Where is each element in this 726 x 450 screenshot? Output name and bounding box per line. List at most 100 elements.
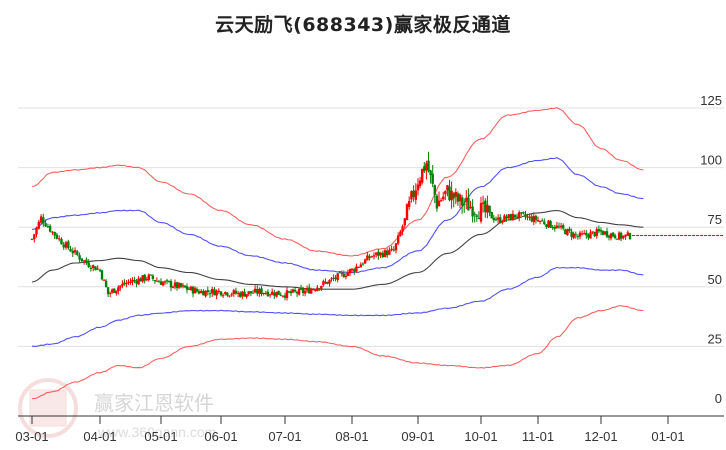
candle xyxy=(394,243,398,251)
candle xyxy=(486,204,489,213)
candle xyxy=(46,226,50,228)
candle xyxy=(458,194,462,202)
candle xyxy=(183,285,187,288)
candle xyxy=(603,231,607,235)
candle xyxy=(279,294,282,296)
candle xyxy=(414,190,417,200)
candle xyxy=(127,281,130,283)
candle xyxy=(314,289,317,291)
candle xyxy=(342,273,345,278)
candle xyxy=(48,225,52,232)
candle xyxy=(416,184,420,191)
candle xyxy=(100,270,104,280)
candle xyxy=(465,197,468,202)
y-tick-label: 25 xyxy=(708,331,722,346)
band-inner_upper xyxy=(31,157,644,274)
candle xyxy=(619,232,623,239)
candle xyxy=(64,242,68,248)
candle xyxy=(338,272,341,274)
candle xyxy=(392,249,395,251)
candle xyxy=(368,256,371,259)
candle xyxy=(509,214,512,220)
candle xyxy=(524,214,527,218)
candle xyxy=(76,251,79,255)
candle xyxy=(143,274,146,281)
candle xyxy=(219,291,223,296)
candle xyxy=(526,216,529,218)
candle xyxy=(153,280,157,282)
candle xyxy=(613,235,617,238)
candle xyxy=(55,234,59,239)
candle xyxy=(135,280,138,284)
candle xyxy=(503,215,506,222)
y-tick-label: 125 xyxy=(700,93,722,108)
candle xyxy=(421,168,424,183)
candle xyxy=(155,280,159,282)
candle xyxy=(543,221,546,225)
candle xyxy=(366,255,369,261)
candle xyxy=(566,229,569,236)
y-tick-label: 50 xyxy=(708,272,722,287)
candle xyxy=(475,215,478,217)
candle xyxy=(258,289,261,294)
x-tick-label: 06-01 xyxy=(204,429,237,444)
candle xyxy=(549,221,552,228)
candle xyxy=(361,263,365,265)
candle xyxy=(377,251,380,257)
candle xyxy=(469,206,472,208)
candles xyxy=(30,151,632,301)
candle xyxy=(316,287,319,291)
candle xyxy=(536,220,540,222)
candle xyxy=(320,285,323,289)
candle xyxy=(303,291,307,294)
candle xyxy=(397,235,400,244)
candle xyxy=(94,266,97,271)
candle xyxy=(576,236,580,238)
y-tick-label: 75 xyxy=(708,212,722,227)
candle xyxy=(139,278,142,282)
candle xyxy=(310,289,313,294)
x-tick-label: 01-01 xyxy=(651,429,684,444)
candle xyxy=(386,250,389,256)
candle xyxy=(538,221,542,222)
y-tick-label: 100 xyxy=(700,153,722,168)
band-outer_lower xyxy=(31,305,644,400)
candle xyxy=(326,281,329,284)
candle xyxy=(439,200,443,202)
candle xyxy=(350,268,354,271)
candle xyxy=(541,220,544,222)
candle xyxy=(427,160,430,172)
candle xyxy=(169,281,173,288)
candle xyxy=(364,259,367,264)
candle xyxy=(221,295,225,297)
candle xyxy=(383,250,387,257)
candle xyxy=(467,197,470,211)
candle xyxy=(473,213,476,215)
candle xyxy=(217,290,220,292)
candle xyxy=(249,291,253,294)
candle xyxy=(555,225,559,228)
candle xyxy=(583,233,586,235)
candle xyxy=(189,286,193,290)
candle xyxy=(145,279,148,281)
candle xyxy=(159,281,163,285)
candle xyxy=(423,166,426,172)
candle xyxy=(211,288,214,294)
candle xyxy=(253,288,257,293)
candle xyxy=(628,233,632,240)
candle xyxy=(264,292,267,294)
candle xyxy=(291,289,295,293)
candle xyxy=(197,291,201,294)
candle xyxy=(51,231,54,233)
candle xyxy=(589,232,592,239)
candle xyxy=(463,203,466,205)
candle xyxy=(399,231,402,236)
candle xyxy=(173,282,177,287)
candle xyxy=(336,273,339,280)
x-tick-label: 03-01 xyxy=(15,429,48,444)
candle xyxy=(80,258,84,261)
candle xyxy=(340,272,343,274)
x-tick-label: 10-01 xyxy=(464,429,497,444)
candle xyxy=(115,290,118,294)
candle xyxy=(147,274,150,280)
